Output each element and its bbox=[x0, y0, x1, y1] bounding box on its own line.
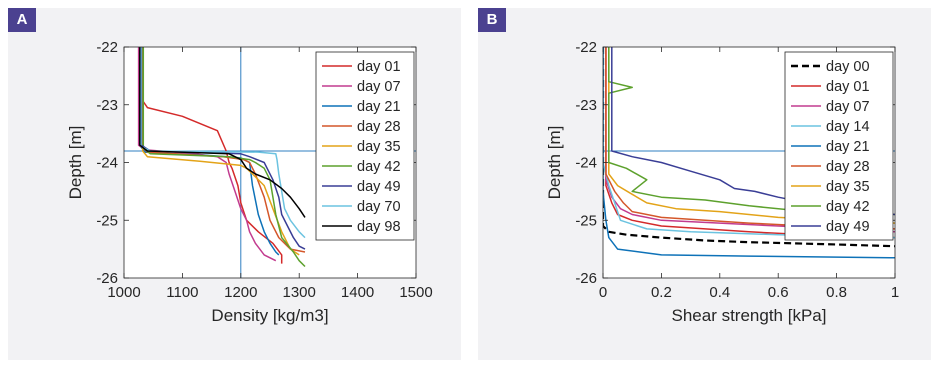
x-tick-label: 0.8 bbox=[826, 284, 847, 301]
x-tick-label: 0.6 bbox=[768, 284, 789, 301]
legend-label: day 35 bbox=[826, 179, 870, 195]
y-tick-label: -24 bbox=[96, 155, 118, 172]
y-tick-label: -22 bbox=[575, 39, 597, 56]
series-line bbox=[141, 47, 300, 256]
x-axis-label: Shear strength [kPa] bbox=[672, 306, 827, 325]
legend-label: day 00 bbox=[826, 59, 870, 75]
legend-label: day 35 bbox=[357, 139, 401, 155]
legend-label: day 14 bbox=[826, 119, 870, 135]
y-axis-label: Depth [m] bbox=[545, 126, 564, 200]
y-tick-label: -23 bbox=[96, 97, 118, 114]
panel-label-a: A bbox=[8, 8, 36, 32]
y-tick-label: -25 bbox=[575, 212, 597, 229]
x-axis-label: Density [kg/m3] bbox=[211, 306, 328, 325]
legend-label: day 07 bbox=[357, 79, 401, 95]
x-tick-label: 0.4 bbox=[709, 284, 730, 301]
x-tick-label: 1400 bbox=[341, 284, 374, 301]
x-tick-label: 0 bbox=[599, 284, 607, 301]
series-line bbox=[605, 47, 895, 233]
x-tick-label: 1500 bbox=[399, 284, 432, 301]
shear-strength-depth-chart: 0 0.2 0.4 0.6 0.8 1 -26 -25 -24 -23 -22 Shear stren… bbox=[545, 39, 899, 325]
panel-b: B 0 0.2 0.4 0.6 0.8 1 -26 -25 -24 -23 -22 Shear str… bbox=[478, 8, 931, 360]
panel-label-b: B bbox=[478, 8, 506, 32]
x-tick-label: 1200 bbox=[224, 284, 257, 301]
legend-label: day 28 bbox=[357, 119, 401, 135]
panel-a: A 1000 1100 1200 1300 1400 1500 -26 -25 -24 -23 -2… bbox=[8, 8, 461, 360]
legend-label: day 01 bbox=[357, 59, 401, 75]
y-tick-label: -26 bbox=[575, 270, 597, 287]
legend-label: day 01 bbox=[826, 79, 870, 95]
legend-label: day 28 bbox=[826, 159, 870, 175]
series-line bbox=[142, 47, 306, 268]
legend-label: day 49 bbox=[826, 219, 870, 235]
y-tick-label: -26 bbox=[96, 270, 118, 287]
density-depth-chart: 1000 1100 1200 1300 1400 1500 -26 -25 -24 -23 -22 D… bbox=[66, 39, 433, 325]
series-line bbox=[140, 47, 306, 239]
series-line bbox=[603, 47, 895, 239]
y-tick-label: -24 bbox=[575, 155, 597, 172]
x-tick-label: 1100 bbox=[166, 284, 198, 301]
series-group bbox=[124, 47, 416, 278]
x-tick-label: 1 bbox=[891, 284, 899, 301]
legend-label: day 07 bbox=[826, 99, 870, 115]
x-tick-label: 0.2 bbox=[651, 284, 672, 301]
legend-label: day 98 bbox=[357, 219, 401, 235]
legend-label: day 21 bbox=[357, 99, 401, 115]
series-line bbox=[139, 47, 306, 218]
legend-label: day 70 bbox=[357, 199, 401, 215]
legend-label: day 42 bbox=[826, 199, 870, 215]
x-tick-label: 1300 bbox=[283, 284, 316, 301]
y-tick-label: -23 bbox=[575, 97, 597, 114]
legend-label: day 21 bbox=[826, 139, 870, 155]
series-line bbox=[605, 47, 895, 230]
series-line bbox=[608, 47, 895, 216]
y-tick-label: -25 bbox=[96, 212, 118, 229]
series-line bbox=[139, 47, 280, 256]
series-line bbox=[605, 47, 895, 239]
x-tick-label: 1000 bbox=[107, 284, 140, 301]
y-axis-label: Depth [m] bbox=[66, 126, 85, 200]
legend-label: day 42 bbox=[357, 159, 401, 175]
y-tick-label: -22 bbox=[96, 39, 118, 56]
legend-label: day 49 bbox=[357, 179, 401, 195]
series-line bbox=[603, 47, 895, 259]
